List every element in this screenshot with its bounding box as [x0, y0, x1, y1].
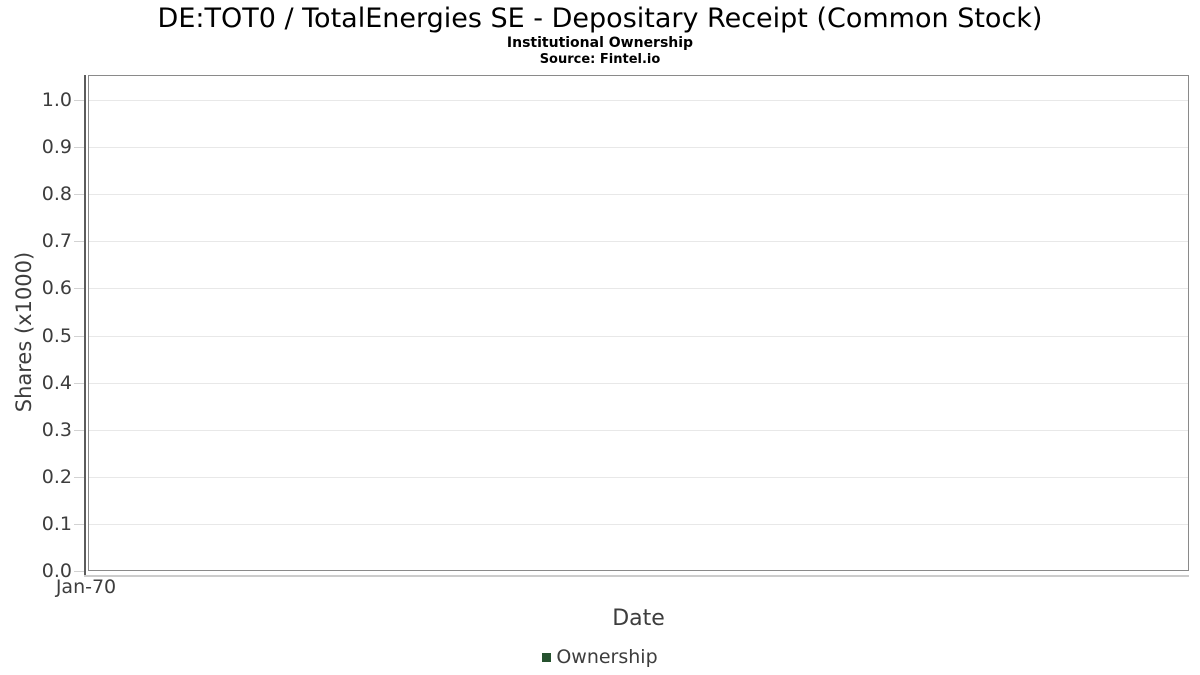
gridline — [89, 523, 1188, 525]
y-tick-label: 0.1 — [41, 512, 72, 535]
y-tick-mark — [74, 241, 84, 243]
chart-source: Source: Fintel.io — [539, 52, 661, 67]
x-tick-label: Jan-70 — [55, 576, 117, 598]
plot-area — [88, 75, 1189, 571]
y-tick-mark — [74, 335, 84, 337]
legend-label: Ownership — [556, 646, 658, 668]
gridline — [89, 147, 1188, 149]
y-tick-mark — [74, 476, 84, 478]
gridline — [89, 241, 1188, 243]
x-axis-line — [84, 575, 1189, 577]
chart-title: DE:TOT0 / TotalEnergies SE - Depositary … — [157, 3, 1043, 34]
x-axis-label: Date — [612, 606, 665, 631]
gridline — [89, 288, 1188, 290]
y-tick-label: 0.5 — [41, 324, 72, 347]
y-tick-label: 0.3 — [41, 418, 72, 441]
y-tick-label: 0.9 — [41, 136, 72, 159]
y-tick-label: 0.8 — [41, 183, 72, 206]
gridline — [89, 335, 1188, 337]
y-tick-mark — [74, 571, 84, 572]
legend-item-ownership[interactable]: Ownership — [542, 646, 658, 668]
y-tick-mark — [74, 382, 84, 384]
y-tick-mark — [74, 147, 84, 149]
gridline — [89, 429, 1188, 431]
y-tick-mark — [74, 100, 84, 101]
gridline — [89, 194, 1188, 196]
gridline — [89, 100, 1188, 101]
y-tick-label: 1.0 — [41, 89, 72, 111]
legend: Ownership — [0, 644, 1200, 670]
chart-subtitle: Institutional Ownership — [506, 35, 694, 51]
y-tick-label: 0.2 — [41, 465, 72, 488]
y-tick-mark — [74, 288, 84, 290]
gridline — [89, 476, 1188, 478]
legend-swatch-icon — [542, 652, 552, 662]
gridline — [89, 382, 1188, 384]
y-tick-label: 0.7 — [41, 230, 72, 253]
y-tick-mark — [74, 194, 84, 196]
y-tick-mark — [74, 429, 84, 431]
y-tick-label: 0.0 — [41, 560, 72, 582]
y-tick-label: 0.4 — [41, 371, 72, 394]
y-tick-mark — [74, 523, 84, 525]
y-axis-line — [84, 75, 86, 577]
y-tick-label: 0.6 — [41, 277, 72, 300]
